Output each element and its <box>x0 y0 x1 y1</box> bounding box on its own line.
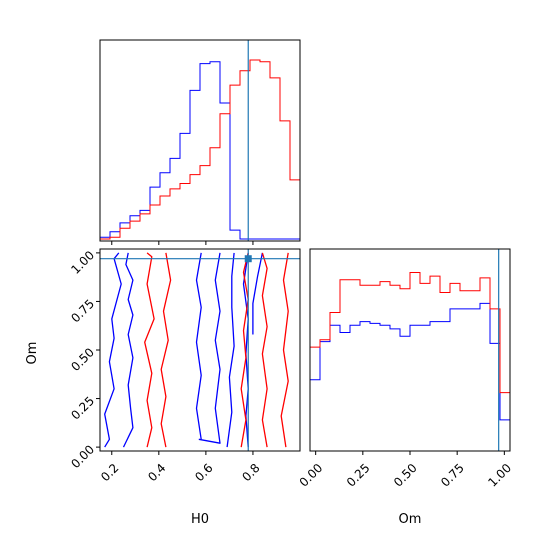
contour-red-1 <box>160 252 172 448</box>
om-tick-label-0: 0.00 <box>297 461 326 490</box>
h0-tick-label-1: 0.4 <box>145 461 168 484</box>
contour-frame <box>99 248 301 452</box>
om-tick-label-4: 1.00 <box>485 461 514 490</box>
h0-marginal-frame <box>99 39 301 242</box>
contour-blue-2 <box>195 252 202 440</box>
contour-blue-3 <box>198 252 221 444</box>
y-axis-label-om: Om <box>25 342 40 365</box>
h0-histogram-red <box>100 59 301 240</box>
om-y-tick-label-4: 1.00 <box>68 248 97 277</box>
contour-red-2 <box>240 252 249 448</box>
om-histogram-blue <box>309 302 511 449</box>
x-axis-label-h0: H0 <box>191 512 209 527</box>
contour-blue-4 <box>226 252 235 448</box>
om-histogram-red <box>309 272 511 449</box>
om-marginal-panel: 0.00 0.25 0.50 0.75 1.00 <box>297 248 514 490</box>
h0-histogram-blue <box>99 61 300 240</box>
h0-om-contour-panel: 0.2 0.4 0.6 0.8 0.00 0.25 0.50 0.75 1.00 <box>68 248 301 484</box>
om-y-tick-label-0: 0.00 <box>68 442 97 471</box>
contour-blue-0 <box>104 252 122 448</box>
om-tick-label-3: 0.75 <box>438 461 467 490</box>
contour-red-0 <box>144 252 155 448</box>
x-axis-label-om: Om <box>399 512 422 527</box>
om-y-tick-label-2: 0.50 <box>68 345 97 374</box>
contour-lines <box>104 252 289 448</box>
truth-point-marker <box>244 255 252 263</box>
contour-red-4 <box>280 252 289 448</box>
om-tick-label-1: 0.25 <box>344 461 373 490</box>
om-tick-label-2: 0.50 <box>391 461 420 490</box>
om-y-tick-label-1: 0.25 <box>68 394 97 423</box>
om-y-tick-label-3: 0.75 <box>68 297 97 326</box>
contour-blue-1 <box>122 252 134 448</box>
h0-marginal-panel <box>99 39 301 245</box>
contour-blue-6 <box>252 252 264 335</box>
contour-red-3 <box>261 252 268 448</box>
h0-tick-label-2: 0.6 <box>192 461 215 484</box>
h0-tick-label-0: 0.2 <box>98 461 121 484</box>
h0-tick-label-3: 0.8 <box>239 461 262 484</box>
